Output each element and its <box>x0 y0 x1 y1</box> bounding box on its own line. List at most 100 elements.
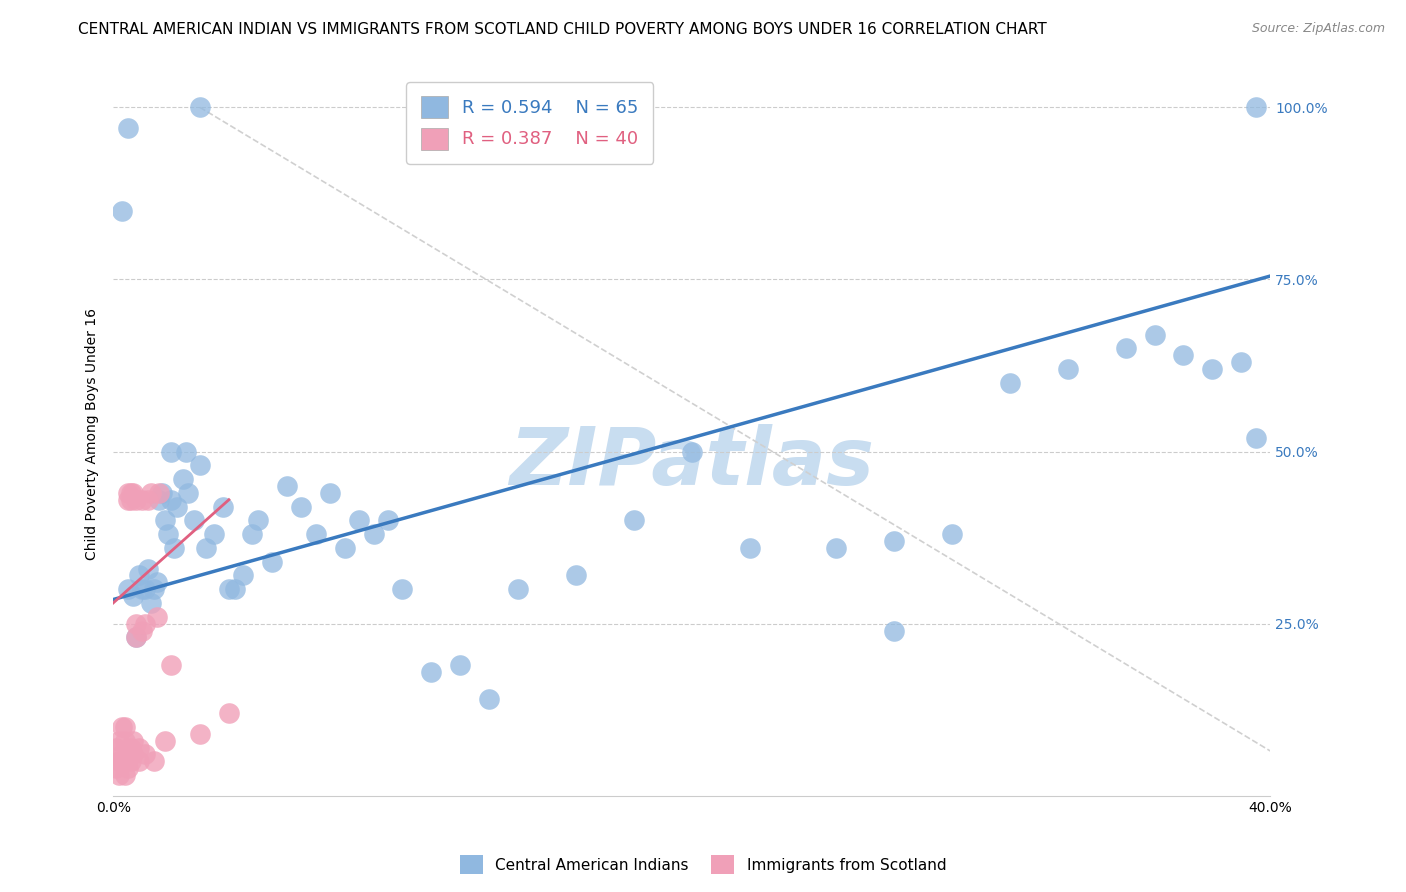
Point <box>145 575 167 590</box>
Point <box>478 692 501 706</box>
Point <box>188 458 211 473</box>
Point <box>160 657 183 672</box>
Point <box>565 568 588 582</box>
Point <box>155 733 177 747</box>
Point <box>142 582 165 597</box>
Point <box>145 609 167 624</box>
Point <box>204 527 226 541</box>
Point <box>246 513 269 527</box>
Point <box>136 492 159 507</box>
Point <box>1244 431 1267 445</box>
Point <box>111 747 134 762</box>
Point <box>131 492 153 507</box>
Point <box>224 582 246 597</box>
Point <box>1244 100 1267 114</box>
Point <box>105 740 128 755</box>
Point <box>108 733 131 747</box>
Point <box>125 631 148 645</box>
Point <box>150 486 173 500</box>
Point <box>139 486 162 500</box>
Point <box>122 733 145 747</box>
Point <box>125 631 148 645</box>
Point <box>114 768 136 782</box>
Point <box>262 555 284 569</box>
Point <box>232 568 254 582</box>
Point <box>117 121 139 136</box>
Point <box>738 541 761 555</box>
Point <box>240 527 263 541</box>
Point <box>134 616 156 631</box>
Point <box>218 706 240 720</box>
Point <box>883 534 905 549</box>
Point <box>681 444 703 458</box>
Point <box>148 492 170 507</box>
Point <box>128 754 150 768</box>
Point <box>1201 362 1223 376</box>
Point <box>134 582 156 597</box>
Point <box>131 582 153 597</box>
Point <box>363 527 385 541</box>
Point <box>114 720 136 734</box>
Point <box>825 541 848 555</box>
Point <box>122 589 145 603</box>
Point <box>108 754 131 768</box>
Point <box>160 492 183 507</box>
Point <box>120 754 142 768</box>
Point <box>420 665 443 679</box>
Point <box>883 624 905 638</box>
Point <box>177 486 200 500</box>
Point <box>120 740 142 755</box>
Point <box>108 768 131 782</box>
Point <box>449 657 471 672</box>
Point <box>188 100 211 114</box>
Point <box>117 486 139 500</box>
Text: CENTRAL AMERICAN INDIAN VS IMMIGRANTS FROM SCOTLAND CHILD POVERTY AMONG BOYS UND: CENTRAL AMERICAN INDIAN VS IMMIGRANTS FR… <box>77 22 1047 37</box>
Point <box>347 513 370 527</box>
Point <box>131 624 153 638</box>
Point <box>157 527 180 541</box>
Point <box>212 500 235 514</box>
Legend: Central American Indians, Immigrants from Scotland: Central American Indians, Immigrants fro… <box>454 849 952 880</box>
Point <box>218 582 240 597</box>
Point <box>1230 355 1253 369</box>
Point <box>183 513 205 527</box>
Point <box>391 582 413 597</box>
Point <box>142 754 165 768</box>
Point <box>1056 362 1078 376</box>
Point <box>117 761 139 775</box>
Point <box>128 740 150 755</box>
Point <box>120 492 142 507</box>
Point <box>1143 327 1166 342</box>
Point <box>333 541 356 555</box>
Point <box>290 500 312 514</box>
Point <box>941 527 963 541</box>
Point <box>276 479 298 493</box>
Point <box>122 747 145 762</box>
Point <box>117 582 139 597</box>
Point <box>148 486 170 500</box>
Point <box>139 596 162 610</box>
Point <box>305 527 328 541</box>
Point <box>155 513 177 527</box>
Point <box>319 486 342 500</box>
Point <box>117 747 139 762</box>
Point <box>114 733 136 747</box>
Point <box>111 720 134 734</box>
Point <box>998 376 1021 390</box>
Point <box>111 203 134 218</box>
Legend: R = 0.594    N = 65, R = 0.387    N = 40: R = 0.594 N = 65, R = 0.387 N = 40 <box>406 82 654 164</box>
Point <box>1173 348 1195 362</box>
Point <box>122 486 145 500</box>
Text: ZIPatlas: ZIPatlas <box>509 425 875 502</box>
Point <box>163 541 186 555</box>
Point <box>172 472 194 486</box>
Point <box>1115 341 1137 355</box>
Point <box>117 492 139 507</box>
Point <box>160 444 183 458</box>
Point <box>194 541 217 555</box>
Point <box>174 444 197 458</box>
Point <box>188 727 211 741</box>
Y-axis label: Child Poverty Among Boys Under 16: Child Poverty Among Boys Under 16 <box>86 309 100 560</box>
Point <box>111 754 134 768</box>
Point <box>377 513 399 527</box>
